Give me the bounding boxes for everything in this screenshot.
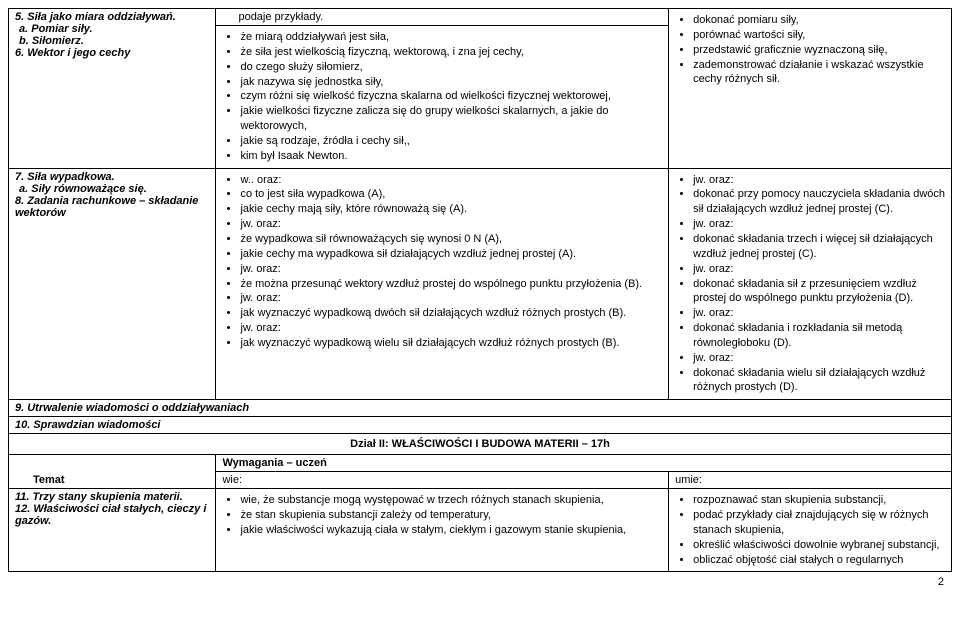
list-item: dokonać składania i rozkładania sił meto… xyxy=(693,321,945,351)
list-item: że wypadkowa sił równoważących się wynos… xyxy=(240,232,662,247)
topic-item: 8. Zadania rachunkowe – składanie wektor… xyxy=(15,195,209,219)
list-item: porównać wartości siły, xyxy=(693,28,945,43)
list-item: obliczać objętość ciał stałych o regular… xyxy=(693,553,945,568)
list-item: jak wyznaczyć wypadkową dwóch sił działa… xyxy=(240,306,662,321)
topic-item: 11. Trzy stany skupienia materii. xyxy=(15,491,209,503)
topic-item: 12. Właściwości ciał stałych, cieczy i g… xyxy=(15,503,209,527)
list-item: zademonstrować działanie i wskazać wszys… xyxy=(693,58,945,88)
header-topic: Temat xyxy=(9,455,216,489)
table-row: 10. Sprawdzian wiadomości xyxy=(9,417,952,434)
topics-cell: 7. Siła wypadkowa. a. Siły równoważące s… xyxy=(9,168,216,400)
skills-list: rozpoznawać stan skupienia substancji, p… xyxy=(675,493,945,567)
list-item: czym różni się wielkość fizyczna skalarn… xyxy=(240,89,662,104)
list-item: dokonać pomiaru siły, xyxy=(693,13,945,28)
mid-cell: wie, że substancje mogą występować w trz… xyxy=(216,489,669,572)
list-item: jw. oraz: xyxy=(240,291,662,306)
list-item: że można przesunąć wektory wzdłuż proste… xyxy=(240,277,662,292)
topic-subitem: b. Siłomierz. xyxy=(19,35,209,47)
table-row: 7. Siła wypadkowa. a. Siły równoważące s… xyxy=(9,168,952,400)
right-cell: dokonać pomiaru siły, porównać wartości … xyxy=(669,9,952,169)
header-can: umie: xyxy=(669,472,952,489)
list-item: jw. oraz: xyxy=(693,306,945,321)
topics-cell: 5. Siła jako miara oddziaływań. a. Pomia… xyxy=(9,9,216,169)
list-item: jw. oraz: xyxy=(693,217,945,232)
topic-item: 7. Siła wypadkowa. xyxy=(15,171,209,183)
right-cell: jw. oraz: dokonać przy pomocy nauczyciel… xyxy=(669,168,952,400)
skills-list: jw. oraz: dokonać przy pomocy nauczyciel… xyxy=(675,173,945,396)
curriculum-table: 5. Siła jako miara oddziaływań. a. Pomia… xyxy=(8,8,952,572)
list-item: dokonać przy pomocy nauczyciela składani… xyxy=(693,187,945,217)
list-item: rozpoznawać stan skupienia substancji, xyxy=(693,493,945,508)
list-item: jw. oraz: xyxy=(693,173,945,188)
list-item: że miarą oddziaływań jest siła, xyxy=(240,30,662,45)
list-item: że stan skupienia substancji zależy od t… xyxy=(240,508,662,523)
list-item: jak wyznaczyć wypadkową wielu sił działa… xyxy=(240,336,662,351)
list-item: jakie cechy mają siły, które równoważą s… xyxy=(240,202,662,217)
knowledge-list: wie, że substancje mogą występować w trz… xyxy=(222,493,662,538)
topics-cell: 11. Trzy stany skupienia materii. 12. Wł… xyxy=(9,489,216,572)
topic-subitem: a. Siły równoważące się. xyxy=(19,183,209,195)
mid-cell: w.. oraz: co to jest siła wypadkowa (A),… xyxy=(216,168,669,400)
section-header-row: Dział II: WŁAŚCIWOŚCI I BUDOWA MATERII –… xyxy=(9,434,952,455)
knowledge-list: że miarą oddziaływań jest siła, że siła … xyxy=(222,30,662,164)
table-row: 5. Siła jako miara oddziaływań. a. Pomia… xyxy=(9,9,952,26)
mid-cell: że miarą oddziaływań jest siła, że siła … xyxy=(216,26,669,169)
list-item: jw. oraz: xyxy=(693,351,945,366)
list-item: jakie wielkości fizyczne zalicza się do … xyxy=(240,104,662,134)
merged-topic: 10. Sprawdzian wiadomości xyxy=(9,417,952,434)
list-item: podać przykłady ciał znajdujących się w … xyxy=(693,508,945,538)
list-item: jak nazywa się jednostka siły, xyxy=(240,75,662,90)
list-item: dokonać składania trzech i więcej sił dz… xyxy=(693,232,945,262)
list-item: kim był Isaak Newton. xyxy=(240,149,662,164)
list-item: do czego służy siłomierz, xyxy=(240,60,662,75)
table-header-row: Temat Wymagania – uczeń xyxy=(9,455,952,472)
list-item: przedstawić graficznie wyznaczoną siłę, xyxy=(693,43,945,58)
list-item: jw. oraz: xyxy=(240,321,662,336)
page-number: 2 xyxy=(8,572,952,588)
list-item: dokonać składania wielu sił działających… xyxy=(693,366,945,396)
header-requirements: Wymagania – uczeń xyxy=(216,455,952,472)
list-item: jakie właściwości wykazują ciała w stały… xyxy=(240,523,662,538)
list-item: jakie są rodzaje, źródła i cechy sił,, xyxy=(240,134,662,149)
table-row: 9. Utrwalenie wiadomości o oddziaływania… xyxy=(9,400,952,417)
mid-cell-top: podaje przykłady. xyxy=(216,9,669,26)
section-title: Dział II: WŁAŚCIWOŚCI I BUDOWA MATERII –… xyxy=(9,434,952,455)
table-row: 11. Trzy stany skupienia materii. 12. Wł… xyxy=(9,489,952,572)
header-knows: wie: xyxy=(216,472,669,489)
list-item: co to jest siła wypadkowa (A), xyxy=(240,187,662,202)
list-item: wie, że substancje mogą występować w trz… xyxy=(240,493,662,508)
topic-item: 6. Wektor i jego cechy xyxy=(15,47,209,59)
list-item: jw. oraz: xyxy=(693,262,945,277)
list-item: jakie cechy ma wypadkowa sił działającyc… xyxy=(240,247,662,262)
merged-topic: 9. Utrwalenie wiadomości o oddziaływania… xyxy=(9,400,952,417)
right-cell: rozpoznawać stan skupienia substancji, p… xyxy=(669,489,952,572)
list-item: dokonać składania sił z przesunięciem wz… xyxy=(693,277,945,307)
list-item: określić właściwości dowolnie wybranej s… xyxy=(693,538,945,553)
knowledge-list: w.. oraz: co to jest siła wypadkowa (A),… xyxy=(222,173,662,351)
topic-item: 5. Siła jako miara oddziaływań. xyxy=(15,11,209,23)
skills-list: dokonać pomiaru siły, porównać wartości … xyxy=(675,13,945,87)
list-item: jw. oraz: xyxy=(240,262,662,277)
list-item: że siła jest wielkością fizyczną, wektor… xyxy=(240,45,662,60)
list-item: w.. oraz: xyxy=(240,173,662,188)
topic-subitem: a. Pomiar siły. xyxy=(19,23,209,35)
list-item: jw. oraz: xyxy=(240,217,662,232)
